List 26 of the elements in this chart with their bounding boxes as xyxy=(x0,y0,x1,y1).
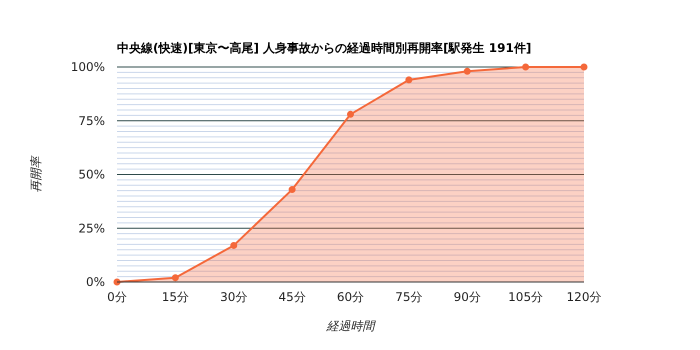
point xyxy=(347,110,354,118)
y-tick-label: 100% xyxy=(70,60,105,74)
x-tick-label: 75分 xyxy=(395,290,423,304)
x-tick-label: 45分 xyxy=(278,290,306,304)
chart-title: 中央線(快速)[東京〜高尾] 人身事故からの経過時間別再開率[駅発生 191件] xyxy=(117,41,532,55)
y-axis-title: 再開率 xyxy=(29,154,43,192)
x-tick-label: 60分 xyxy=(336,290,364,304)
y-tick-label: 50% xyxy=(78,168,105,182)
point xyxy=(522,64,530,70)
y-tick-label: 75% xyxy=(78,114,105,128)
x-tick-label: 90分 xyxy=(454,290,481,304)
x-axis-title: 経過時間 xyxy=(326,319,376,333)
point xyxy=(172,274,179,282)
x-tick-label: 105分 xyxy=(508,290,544,304)
x-tick-label: 15分 xyxy=(162,290,190,304)
y-tick-label: 0% xyxy=(86,275,105,290)
y-tick-label: 25% xyxy=(78,221,105,236)
point xyxy=(405,76,412,84)
point xyxy=(580,64,588,70)
point xyxy=(230,242,238,249)
x-tick-label: 0分 xyxy=(107,290,127,304)
point xyxy=(288,186,296,194)
point xyxy=(114,278,120,286)
x-tick-label: 30分 xyxy=(220,290,248,304)
x-tick-label: 120分 xyxy=(566,290,602,304)
point xyxy=(464,68,471,75)
